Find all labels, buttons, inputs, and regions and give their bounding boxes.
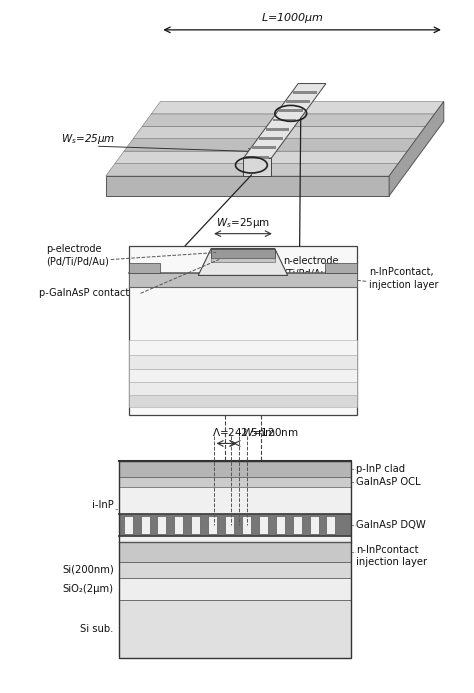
Bar [174, 516, 183, 534]
Text: n-electrode
(Ti/Pd/Au): n-electrode (Ti/Pd/Au) [283, 256, 338, 279]
Bar [118, 462, 351, 658]
Bar [259, 516, 268, 534]
Text: $W_s$=25μm: $W_s$=25μm [61, 132, 115, 146]
Bar [141, 516, 149, 534]
Text: n-InPcontact,
injection layer: n-InPcontact, injection layer [369, 267, 439, 290]
Text: Si(200nm): Si(200nm) [62, 565, 114, 574]
Bar [128, 369, 357, 382]
Bar [211, 249, 275, 258]
Text: $W$=120nm: $W$=120nm [243, 426, 299, 439]
Text: n-InPcontact
injection layer: n-InPcontact injection layer [356, 545, 428, 567]
Polygon shape [244, 158, 271, 176]
Bar [292, 516, 301, 534]
Polygon shape [259, 137, 283, 140]
Bar [276, 516, 285, 534]
Bar [191, 516, 200, 534]
Text: p-GaInAsP contact: p-GaInAsP contact [39, 288, 129, 298]
Bar [128, 274, 357, 288]
Text: i-InP: i-InP [92, 500, 114, 510]
Polygon shape [115, 151, 407, 164]
Polygon shape [252, 146, 276, 150]
Text: GaInAsP DQW: GaInAsP DQW [356, 520, 426, 530]
Text: $\Lambda$=242.5nm: $\Lambda$=242.5nm [212, 426, 275, 439]
Polygon shape [244, 84, 326, 158]
Polygon shape [279, 109, 303, 112]
Bar [118, 477, 351, 487]
Text: GaInAsP OCL: GaInAsP OCL [356, 477, 421, 487]
Bar [211, 258, 275, 263]
Polygon shape [198, 249, 288, 275]
Polygon shape [293, 91, 317, 94]
Bar [118, 514, 351, 536]
Bar [128, 355, 357, 369]
Bar [208, 516, 217, 534]
Polygon shape [106, 176, 389, 196]
Bar [128, 340, 357, 355]
Bar [327, 516, 336, 534]
Bar [118, 487, 351, 542]
Bar [157, 516, 166, 534]
Polygon shape [151, 101, 444, 114]
Bar [118, 599, 351, 658]
Bar [128, 382, 357, 395]
Text: $W_s$=25μm: $W_s$=25μm [216, 216, 270, 229]
Text: p-InP clad: p-InP clad [356, 464, 405, 474]
Bar [326, 263, 357, 274]
Bar [118, 462, 351, 477]
Polygon shape [265, 128, 289, 131]
Text: p-electrode
(Pd/Ti/Pd/Au): p-electrode (Pd/Ti/Pd/Au) [46, 245, 109, 267]
Bar [124, 516, 133, 534]
Polygon shape [142, 114, 435, 126]
Polygon shape [286, 100, 310, 103]
Polygon shape [124, 139, 417, 151]
Bar [118, 487, 351, 542]
Text: Si sub.: Si sub. [81, 624, 114, 634]
Bar [118, 562, 351, 578]
Polygon shape [273, 119, 296, 121]
Polygon shape [133, 126, 426, 139]
Bar [128, 263, 161, 274]
Bar [128, 395, 357, 407]
Bar [225, 516, 234, 534]
Bar [118, 542, 351, 562]
Text: SiO₂(2μm): SiO₂(2μm) [63, 584, 114, 594]
Text: $L$=1000μm: $L$=1000μm [261, 11, 324, 25]
Polygon shape [106, 164, 398, 176]
Bar [242, 516, 251, 534]
Bar [128, 245, 357, 414]
Bar [310, 516, 319, 534]
Bar [118, 578, 351, 599]
Polygon shape [245, 156, 269, 159]
Polygon shape [389, 101, 444, 196]
